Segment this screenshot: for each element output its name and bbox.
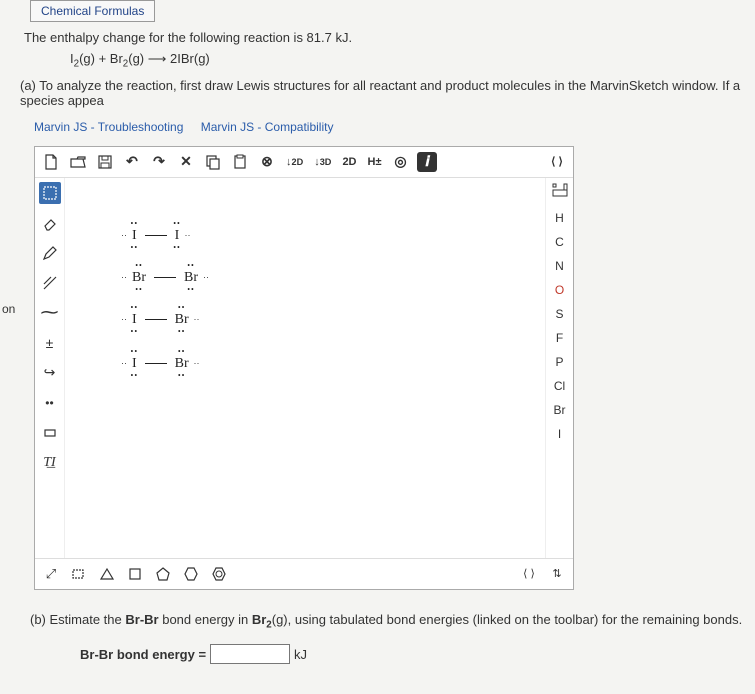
- charge-plus-icon[interactable]: ±: [39, 332, 61, 354]
- element-p-button[interactable]: P: [549, 355, 571, 369]
- element-br-button[interactable]: Br: [549, 403, 571, 417]
- clean3d-icon[interactable]: ↓3D: [312, 152, 333, 172]
- template-hexagon-icon[interactable]: [181, 564, 201, 584]
- expand-icon[interactable]: ⟨ ⟩: [547, 152, 567, 172]
- pencil-tool-icon[interactable]: [39, 242, 61, 264]
- reaction-plus: +: [99, 51, 107, 66]
- toolbar-top: ↶ ↷ ✕ ⊗ ↓2D ↓3D 2D H± ◎ 𝒊 ⟨ ⟩: [35, 147, 573, 178]
- chain-tool-icon[interactable]: ⁓: [39, 302, 61, 324]
- lewis-structure-2[interactable]: :••••Br••••Br:: [125, 270, 205, 286]
- zoom-rect-icon[interactable]: [69, 564, 89, 584]
- intro-text: The enthalpy change for the following re…: [24, 30, 755, 45]
- reaction-equation: I2(g) + Br2(g) ⟶ 2IBr(g): [70, 51, 755, 70]
- open-icon[interactable]: [68, 152, 88, 172]
- text-tool-icon[interactable]: T͟I: [39, 452, 61, 474]
- part-a-text: (a) To analyze the reaction, first draw …: [20, 78, 755, 108]
- element-cl-button[interactable]: Cl: [549, 379, 571, 393]
- template-square-icon[interactable]: [125, 564, 145, 584]
- hplus-icon[interactable]: H±: [366, 152, 384, 172]
- marvin-sketch-window: ↶ ↷ ✕ ⊗ ↓2D ↓3D 2D H± ◎ 𝒊 ⟨ ⟩: [34, 146, 574, 590]
- save-icon[interactable]: [95, 152, 115, 172]
- answer-unit: kJ: [294, 647, 307, 662]
- part-b-text: (b) Estimate the Br-Br bond energy in Br…: [30, 612, 755, 631]
- lewis-structure-1[interactable]: :••••I••••I:: [125, 228, 186, 244]
- redo-icon[interactable]: ↷: [149, 152, 169, 172]
- delete-icon[interactable]: ⊗: [257, 152, 277, 172]
- clean2d-icon[interactable]: ↓2D: [284, 152, 305, 172]
- bond-tool-icon[interactable]: [39, 272, 61, 294]
- lewis-structure-4[interactable]: :••••I••••Br:: [125, 356, 196, 372]
- element-n-button[interactable]: N: [549, 259, 571, 273]
- reaction-prod: 2IBr(g): [170, 51, 210, 66]
- toolbar-right-elements: HCNOSFP Cl Br I: [545, 178, 573, 558]
- zoom-fit-icon[interactable]: ⤢: [41, 564, 61, 584]
- element-s-button[interactable]: S: [549, 307, 571, 321]
- element-o-button[interactable]: O: [549, 283, 571, 297]
- reaction-br2: Br2(g): [110, 51, 144, 66]
- edge-label: on: [0, 300, 17, 318]
- info-icon[interactable]: 𝒊: [417, 152, 437, 172]
- answer-line: Br-Br bond energy = kJ: [80, 644, 755, 664]
- arrow-tool-icon[interactable]: ↪: [39, 362, 61, 384]
- tab-chemical-formulas[interactable]: Chemical Formulas: [30, 0, 155, 22]
- element-i-button[interactable]: I: [549, 427, 571, 441]
- copy-icon[interactable]: [203, 152, 223, 172]
- lone-pair-icon[interactable]: ••: [39, 392, 61, 414]
- undo-icon[interactable]: ↶: [122, 152, 142, 172]
- paste-icon[interactable]: [230, 152, 250, 172]
- nav-ud-icon[interactable]: ⇅: [547, 564, 567, 584]
- link-troubleshooting[interactable]: Marvin JS - Troubleshooting: [34, 120, 183, 134]
- answer-label: Br-Br bond energy =: [80, 647, 206, 662]
- link-compatibility[interactable]: Marvin JS - Compatibility: [201, 120, 334, 134]
- reaction-arrow: ⟶: [148, 51, 167, 66]
- template-triangle-icon[interactable]: [97, 564, 117, 584]
- settings-icon[interactable]: ◎: [390, 152, 410, 172]
- lewis-structure-3[interactable]: :••••I••••Br:: [125, 312, 196, 328]
- element-f-button[interactable]: F: [549, 331, 571, 345]
- template-benzene-icon[interactable]: [209, 564, 229, 584]
- bond-energy-input[interactable]: [210, 644, 290, 664]
- reaction-i2: I2(g): [70, 51, 95, 66]
- periodic-table-icon[interactable]: [549, 182, 571, 201]
- toolbar-left: ⁓ ± ↪ •• T͟I: [35, 178, 65, 558]
- nav-lr-icon[interactable]: ⟨ ⟩: [519, 564, 539, 584]
- drawing-canvas[interactable]: :••••I••••I::••••Br••••Br::••••I••••Br::…: [65, 178, 545, 558]
- element-c-button[interactable]: C: [549, 235, 571, 249]
- template-pentagon-icon[interactable]: [153, 564, 173, 584]
- toolbar-bottom: ⤢ ⟨ ⟩: [35, 558, 573, 589]
- view2d-icon[interactable]: 2D: [340, 152, 358, 172]
- cut-icon[interactable]: ✕: [176, 152, 196, 172]
- element-h-button[interactable]: H: [549, 211, 571, 225]
- erase-tool-icon[interactable]: [39, 212, 61, 234]
- new-doc-icon[interactable]: [41, 152, 61, 172]
- rect-tool-icon[interactable]: [39, 422, 61, 444]
- selection-tool-icon[interactable]: [39, 182, 61, 204]
